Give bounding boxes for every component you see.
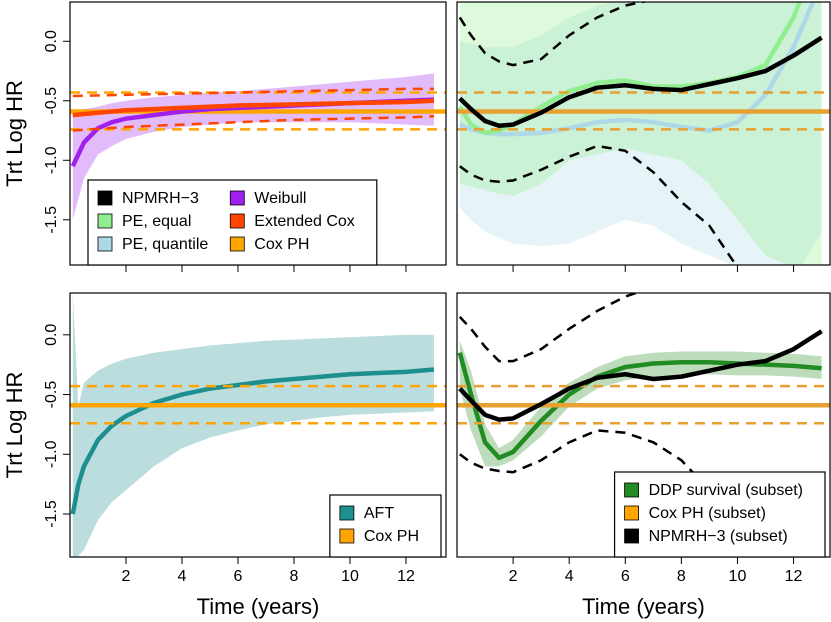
x-axis-label: Time (years) <box>582 594 705 619</box>
y-tick-label: -1.5 <box>43 500 60 528</box>
legend-swatch <box>229 190 245 206</box>
band <box>72 293 434 557</box>
legend-label: Cox PH <box>254 236 309 253</box>
y-tick-label: -1.0 <box>43 440 60 468</box>
legend-swatch <box>97 190 113 206</box>
line <box>457 2 803 136</box>
x-tick-label: 4 <box>178 568 187 585</box>
ci-line <box>458 293 640 363</box>
plot-area <box>457 293 830 557</box>
legend-label: PE, equal <box>122 213 191 230</box>
legend-swatch <box>97 236 113 252</box>
band <box>459 2 822 265</box>
x-tick-label: 8 <box>290 568 299 585</box>
frame <box>456 1 831 266</box>
frame <box>69 292 447 558</box>
y-tick-label: 0.0 <box>43 30 60 52</box>
legend-label: Cox PH (subset) <box>649 505 766 522</box>
x-tick-label: 10 <box>341 568 359 585</box>
legend-swatch <box>229 213 245 229</box>
ci-line <box>458 2 649 67</box>
x-tick-label: 12 <box>397 568 415 585</box>
band <box>459 2 822 265</box>
y-tick-label: -1.0 <box>43 146 60 174</box>
legend-swatch <box>97 213 113 229</box>
x-tick-label: 4 <box>565 568 574 585</box>
legend-label: NPMRH−3 <box>122 190 199 207</box>
y-tick-label: -0.5 <box>43 87 60 115</box>
legend-label: AFT <box>364 505 394 522</box>
ci-line <box>72 114 435 132</box>
legend-label: Extended Cox <box>254 213 355 230</box>
legend-label: DDP survival (subset) <box>649 482 803 499</box>
ci-line <box>459 144 738 265</box>
line <box>70 367 435 515</box>
legend-swatch <box>624 482 639 498</box>
y-tick-label: -0.5 <box>43 381 60 409</box>
y-axis-label: Trt Log HR <box>2 372 27 479</box>
legend-label: Weibull <box>254 190 306 207</box>
legend-swatch <box>339 505 355 521</box>
legend-box <box>329 494 442 558</box>
x-tick-label: 6 <box>234 568 243 585</box>
plot-area <box>70 293 446 557</box>
y-axis-label: Trt Log HR <box>2 80 27 187</box>
legend-swatch <box>624 505 639 521</box>
y-tick-label: 0.0 <box>43 324 60 346</box>
y-tick-label: -1.5 <box>43 206 60 234</box>
line <box>458 35 823 129</box>
legend-label: PE, quantile <box>122 236 208 253</box>
ci-line <box>72 87 434 98</box>
line <box>72 98 435 118</box>
plot-area <box>457 2 830 265</box>
x-tick-label: 2 <box>122 568 131 585</box>
legend-label: Cox PH <box>364 528 419 545</box>
x-tick-label: 2 <box>509 568 518 585</box>
legend-swatch <box>624 528 639 544</box>
legend-swatch <box>229 236 245 252</box>
x-axis-label: Time (years) <box>197 594 320 619</box>
legend-label: NPMRH−3 (subset) <box>649 528 788 545</box>
x-tick-label: 12 <box>785 568 803 585</box>
ci-line <box>459 429 764 557</box>
plot-area <box>70 73 446 220</box>
x-tick-label: 8 <box>677 568 686 585</box>
line <box>458 329 823 422</box>
band <box>459 340 822 467</box>
legend-swatch <box>339 528 355 544</box>
legend-box <box>613 471 826 558</box>
x-tick-label: 6 <box>621 568 630 585</box>
x-tick-label: 10 <box>729 568 747 585</box>
